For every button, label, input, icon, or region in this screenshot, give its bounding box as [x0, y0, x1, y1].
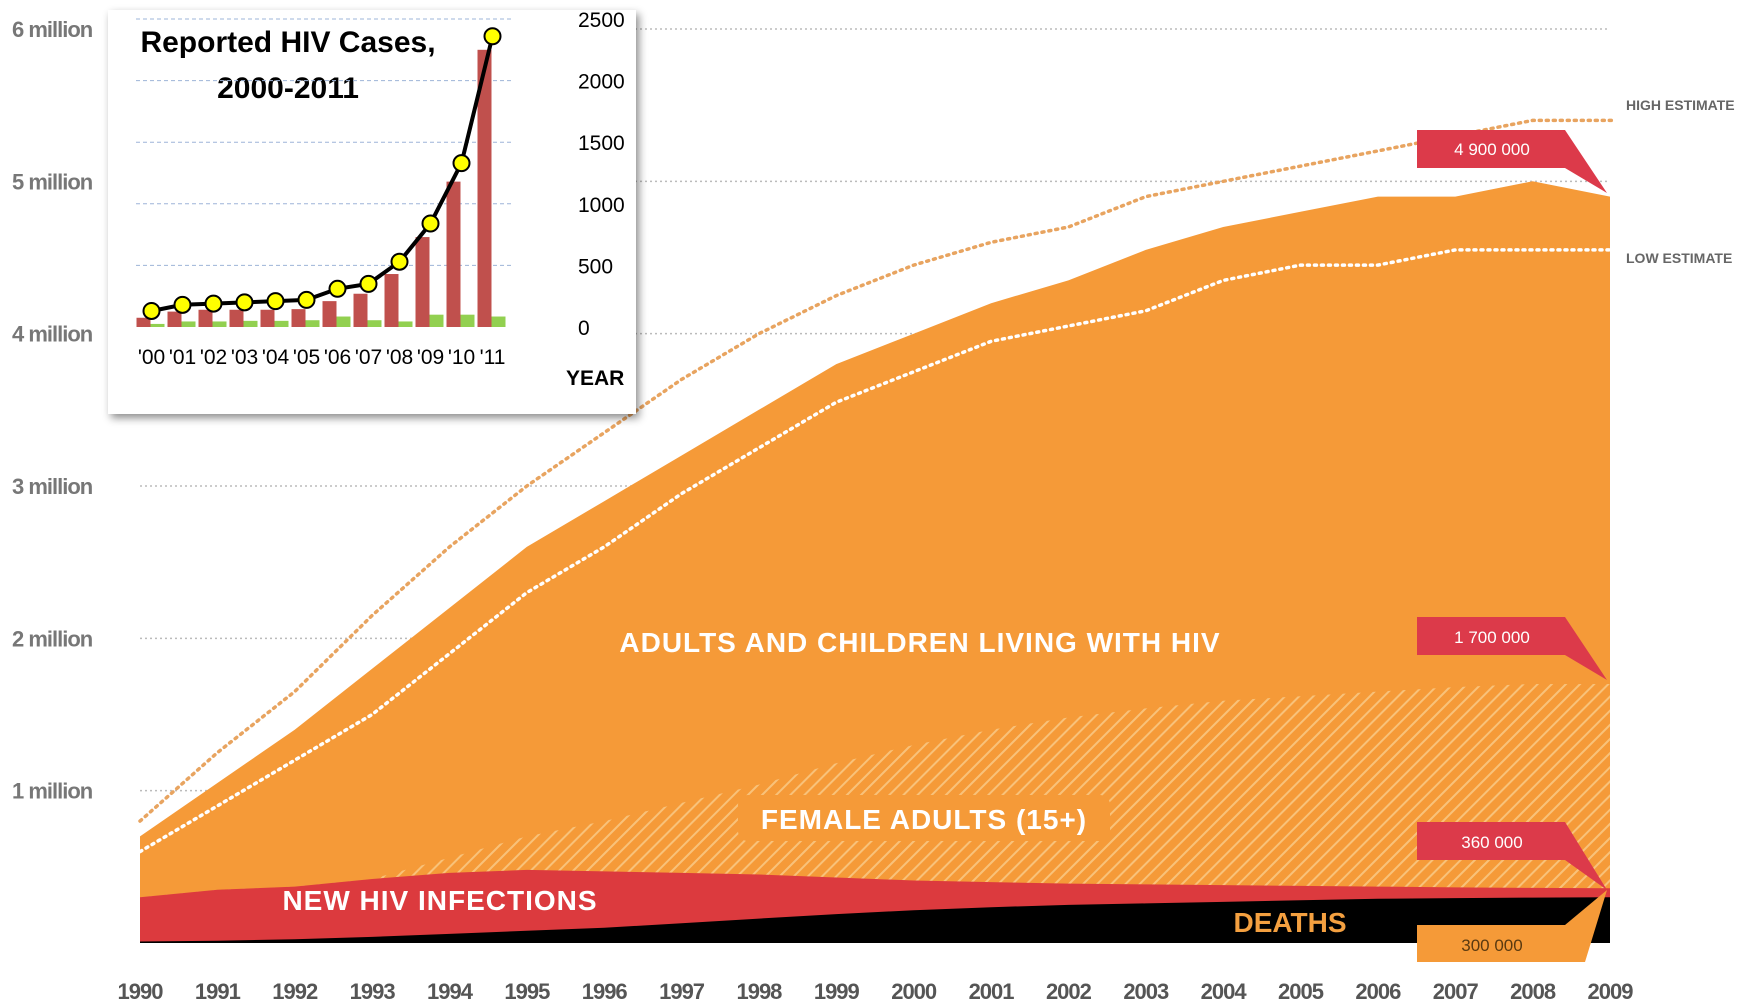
inset-bar-red: [261, 310, 275, 327]
x-tick-label: 1999: [814, 979, 860, 1004]
inset-bar-green: [306, 320, 320, 327]
x-tick-label: 1991: [195, 979, 241, 1004]
inset-bar-red: [354, 294, 368, 327]
inset-y-tick-label: 2000: [578, 71, 625, 94]
inset-line-point: [330, 281, 346, 297]
inset-bar-green: [368, 320, 382, 327]
x-tick-label: 2000: [891, 979, 937, 1004]
y-axis-ticks: 1 million 2 million 3 million 4 million 5 mi…: [12, 17, 93, 804]
inset-y-tick-label: 1000: [578, 194, 625, 217]
deaths-label: DEATHS: [1233, 907, 1346, 938]
inset-bar-green: [213, 321, 227, 327]
svg-text:4 900 000: 4 900 000: [1454, 140, 1530, 159]
x-tick-label: 2001: [969, 979, 1015, 1004]
inset-bar-green: [275, 321, 289, 327]
inset-line-point: [299, 292, 315, 308]
inset-x-tick-label: '01: [169, 346, 196, 369]
y-tick-label: 3 million: [12, 474, 93, 499]
inset-line-point: [144, 303, 160, 319]
inset-x-tick-label: '02: [200, 346, 227, 369]
inset-x-tick-label: '08: [386, 346, 413, 369]
inset-x-tick-label: '05: [293, 346, 320, 369]
inset-bar-green: [182, 321, 196, 327]
inset-line-point: [454, 155, 470, 171]
inset-bar-green: [151, 324, 165, 327]
inset-x-axis-title: YEAR: [566, 367, 624, 390]
svg-text:1 700 000: 1 700 000: [1454, 628, 1530, 647]
inset-x-tick-label: '11: [480, 346, 506, 369]
new-infections-label: NEW HIV INFECTIONS: [282, 885, 597, 916]
x-tick-label: 1998: [736, 979, 782, 1004]
x-tick-label: 1992: [272, 979, 318, 1004]
inset-line-point: [423, 216, 439, 232]
y-tick-label: 1 million: [12, 779, 93, 804]
x-tick-label: 2007: [1433, 979, 1479, 1004]
inset-bar-green: [430, 315, 444, 327]
inset-bar-red: [385, 274, 399, 327]
inset-x-tick-label: '04: [262, 346, 290, 369]
x-tick-label: 1994: [427, 979, 474, 1004]
x-tick-label: 2006: [1355, 979, 1401, 1004]
inset-bar-red: [447, 182, 461, 327]
inset-line-point: [485, 28, 501, 44]
svg-text:300 000: 300 000: [1461, 936, 1522, 955]
inset-bar-red: [199, 310, 213, 327]
inset-line-point: [206, 296, 222, 312]
inset-x-tick-label: '03: [231, 346, 258, 369]
x-tick-label: 1996: [582, 979, 628, 1004]
inset-y-tick-label: 500: [578, 255, 613, 278]
inset-y-ticks: 0 500 1000 1500 2000 2500: [578, 10, 625, 340]
y-tick-label: 2 million: [12, 626, 93, 651]
inset-x-tick-label: '10: [448, 346, 475, 369]
inset-bar-red: [168, 312, 182, 327]
x-tick-label: 1993: [350, 979, 396, 1004]
inset-x-ticks: '00'01'02'03'04'05'06'07'08'09'10'11: [138, 346, 506, 369]
x-tick-label: 2003: [1123, 979, 1169, 1004]
inset-y-tick-label: 0: [578, 317, 590, 340]
inset-bar-green: [244, 321, 258, 327]
inset-bar-green: [492, 317, 506, 327]
inset-line-point: [392, 254, 408, 270]
x-tick-label: 2008: [1510, 979, 1556, 1004]
x-tick-label: 1990: [118, 979, 164, 1004]
svg-text:360 000: 360 000: [1461, 833, 1522, 852]
inset-bar-red: [416, 237, 430, 327]
inset-bar-red: [323, 301, 337, 327]
inset-title-line2: 2000-2011: [217, 72, 359, 105]
inset-y-tick-label: 2500: [578, 10, 625, 32]
inset-line-point: [268, 293, 284, 309]
x-tick-label: 2009: [1588, 979, 1634, 1004]
living-label: ADULTS AND CHILDREN LIVING WITH HIV: [619, 627, 1220, 658]
inset-title-line1: Reported HIV Cases,: [140, 26, 435, 59]
x-tick-label: 2002: [1046, 979, 1092, 1004]
inset-line-point: [175, 297, 191, 313]
inset-bar-green: [337, 317, 351, 327]
y-tick-label: 4 million: [12, 322, 93, 347]
x-tick-label: 1995: [504, 979, 550, 1004]
inset-x-tick-label: '07: [355, 346, 382, 369]
inset-x-tick-label: '09: [417, 346, 444, 369]
female-label: FEMALE ADULTS (15+): [761, 804, 1087, 835]
inset-y-tick-label: 1500: [578, 132, 625, 155]
inset-bar-red: [230, 310, 244, 327]
y-tick-label: 6 million: [12, 17, 93, 42]
flag-4900000: 4 900 000: [1417, 130, 1607, 193]
x-axis-ticks: 1990 1991 1992 1993 1994 1995 1996 1997 1998 1999…: [118, 979, 1634, 1004]
inset-x-tick-label: '00: [138, 346, 165, 369]
inset-bar-green: [399, 321, 413, 327]
inset-x-tick-label: '06: [324, 346, 351, 369]
inset-chart: Reported HIV Cases, 2000-2011 0 500 1000 15…: [108, 10, 636, 414]
high-estimate-label: HIGH ESTIMATE: [1626, 97, 1735, 113]
inset-bar-red: [292, 309, 306, 327]
inset-bar-green: [461, 315, 475, 327]
x-tick-label: 2004: [1201, 979, 1248, 1004]
x-tick-label: 1997: [659, 979, 705, 1004]
y-tick-label: 5 million: [12, 169, 93, 194]
inset-line-point: [237, 294, 253, 310]
inset-line-point: [361, 276, 377, 292]
x-tick-label: 2005: [1278, 979, 1324, 1004]
low-estimate-label: LOW ESTIMATE: [1626, 250, 1732, 266]
